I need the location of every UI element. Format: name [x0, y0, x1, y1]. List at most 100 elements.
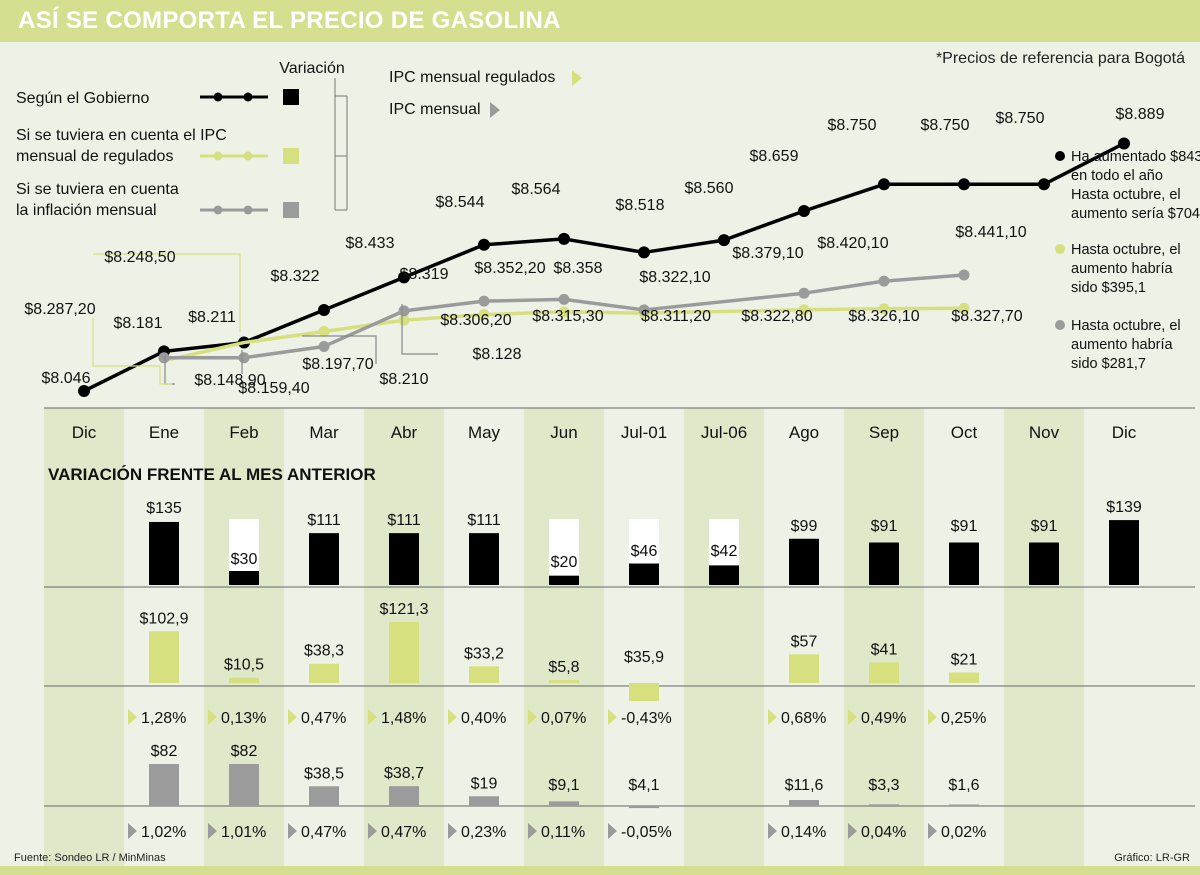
series-point [398, 305, 410, 317]
bar-label: $41 [871, 641, 898, 658]
bar-label: $30 [231, 551, 258, 568]
column-band [524, 408, 604, 866]
data-label: $8.750 [921, 117, 970, 134]
bar-label: $3,3 [868, 777, 899, 794]
data-label: $8.148,90 [194, 372, 265, 389]
series-point [558, 232, 570, 245]
bar-gobierno [789, 538, 819, 585]
bar-label: $38,5 [304, 765, 344, 782]
pct-label: 1,02% [141, 824, 186, 841]
series-point [878, 178, 890, 191]
data-label: $8.197,70 [302, 356, 373, 373]
arrow-icon [848, 709, 857, 725]
data-label: $8.322,10 [639, 269, 710, 286]
series-point [718, 234, 730, 247]
month-label: Ene [149, 423, 179, 442]
data-label: $8.327,70 [951, 308, 1022, 325]
bar-regulados [789, 654, 819, 683]
legend-label: Si se tuviera en cuenta el IPC [16, 127, 227, 144]
pct-label: 0,13% [221, 710, 266, 727]
column-band [684, 408, 764, 866]
column-band [844, 408, 924, 866]
bar-inflacion [549, 801, 579, 806]
series-point [318, 326, 330, 338]
legend-dot [213, 205, 223, 215]
annotation-text: en todo el año [1071, 168, 1163, 184]
bar-regulados [149, 631, 179, 683]
data-label: $8.560 [685, 180, 734, 197]
bar-label: $121,3 [380, 601, 429, 618]
arrow-icon [128, 709, 137, 725]
series-line [163, 306, 965, 363]
bar-label: $35,9 [624, 649, 664, 666]
bar-inflacion [869, 804, 899, 806]
arrow-icon [448, 709, 457, 725]
pct-label: 0,47% [381, 824, 426, 841]
bar-inflacion [149, 764, 179, 806]
annotation-text: sido $281,7 [1071, 356, 1146, 372]
series-line [164, 273, 965, 360]
data-label: $8.248,50 [104, 249, 175, 266]
credit-text: Gráfico: LR-GR [1114, 852, 1190, 864]
arrow-icon [208, 709, 217, 725]
month-label: Feb [229, 423, 258, 442]
legend-variation-header: Variación [279, 60, 345, 77]
bar-gobierno [149, 521, 179, 585]
bar-label: $91 [871, 518, 898, 535]
month-label: Jun [550, 423, 577, 442]
bar-inflacion [389, 786, 419, 806]
series-point [878, 275, 890, 287]
bar-gobierno [949, 542, 979, 585]
pct-label: 0,11% [541, 824, 585, 841]
data-label: $8.379,10 [732, 245, 803, 262]
month-label: Jul-06 [701, 423, 747, 442]
annotation-text: Ha aumentado $843 [1071, 149, 1200, 165]
month-label: Abr [391, 423, 418, 442]
bar-regulados [389, 622, 419, 683]
data-label: $8.441,10 [955, 224, 1026, 241]
data-label: $8.315,30 [532, 308, 603, 325]
legend-dot [213, 92, 223, 102]
month-label: Dic [1112, 423, 1137, 442]
pct-label: 0,47% [301, 710, 346, 727]
series-point [958, 302, 970, 314]
bar-label: $10,5 [224, 657, 264, 674]
legend-ipc-regulados: IPC mensual regulados [389, 69, 555, 86]
legend-dot [243, 92, 253, 102]
pct-label: 1,48% [381, 710, 426, 727]
bar-gobierno [1029, 542, 1059, 585]
legend-bracket [334, 78, 347, 211]
variation-box [549, 519, 579, 585]
series-point [798, 205, 810, 218]
bar-gobierno [629, 563, 659, 585]
bar-gobierno [549, 575, 579, 585]
pct-label: -0,05% [621, 824, 672, 841]
bar-regulados [629, 683, 659, 702]
pct-label: 0,25% [941, 710, 986, 727]
legend-dot [243, 205, 253, 215]
bar-regulados [309, 663, 339, 683]
series-point [1038, 178, 1050, 191]
data-label: $8.750 [996, 110, 1045, 127]
bar-inflacion [469, 796, 499, 806]
bar-label: $82 [231, 743, 258, 760]
series-point [798, 287, 810, 299]
series-point [318, 303, 330, 316]
data-label: $8.181 [114, 315, 163, 332]
bar-inflacion [789, 800, 819, 806]
bar-label: $38,3 [304, 643, 344, 660]
variation-title: VARIACIÓN FRENTE AL MES ANTERIOR [48, 465, 376, 484]
reference-note: *Precios de referencia para Bogotá [935, 50, 1185, 67]
data-label: $8.128 [473, 346, 522, 363]
arrow-icon [368, 823, 377, 839]
annotation-text: sido $395,1 [1071, 280, 1146, 296]
series-point [638, 246, 650, 259]
bar-gobierno [709, 565, 739, 585]
annotation-text: Hasta octubre, el [1071, 318, 1181, 334]
month-label: Oct [951, 423, 978, 442]
annotation-text: Hasta octubre, el [1071, 187, 1181, 203]
legend-dot [243, 151, 253, 161]
series-point [558, 293, 570, 305]
bar-label: $135 [146, 500, 182, 517]
bar-label: $111 [467, 512, 500, 529]
